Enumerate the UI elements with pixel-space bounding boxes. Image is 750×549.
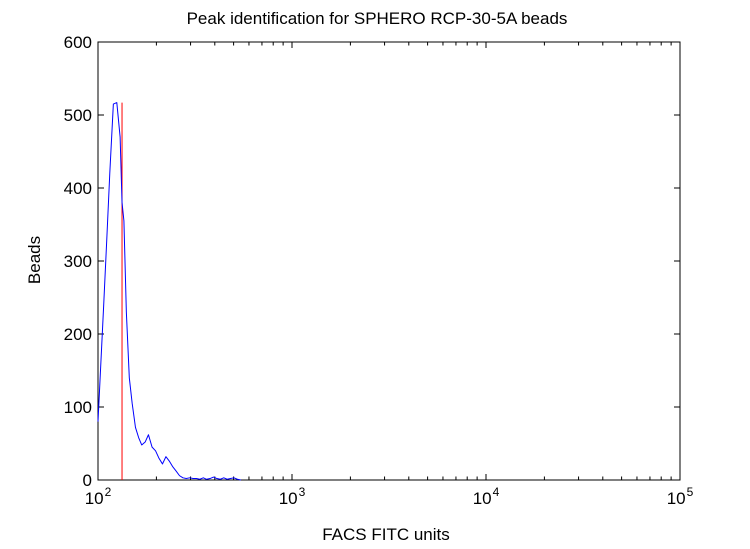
y-tick-label: 400 (64, 179, 92, 198)
y-tick-label: 600 (64, 33, 92, 52)
y-tick-label: 0 (83, 471, 92, 490)
x-tick-label: 103 (279, 485, 306, 508)
chart-title: Peak identification for SPHERO RCP-30-5A… (187, 9, 568, 28)
x-axis-label: FACS FITC units (322, 525, 450, 544)
x-tick-label: 102 (85, 485, 112, 508)
y-axis-label: Beads (25, 236, 44, 284)
x-tick-label: 105 (667, 485, 694, 508)
x-tick-labels: 102 103 104 105 (85, 485, 694, 508)
y-tick-label: 200 (64, 325, 92, 344)
series-line (97, 102, 241, 481)
y-tick-label: 500 (64, 106, 92, 125)
x-tick-label: 104 (473, 485, 500, 508)
y-tick-label: 300 (64, 252, 92, 271)
plot-area (97, 102, 241, 481)
y-tick-label: 100 (64, 398, 92, 417)
y-tick-labels: 0 100 200 300 400 500 600 (64, 33, 92, 490)
axis-ticks (97, 41, 681, 481)
axes-box (97, 41, 681, 481)
